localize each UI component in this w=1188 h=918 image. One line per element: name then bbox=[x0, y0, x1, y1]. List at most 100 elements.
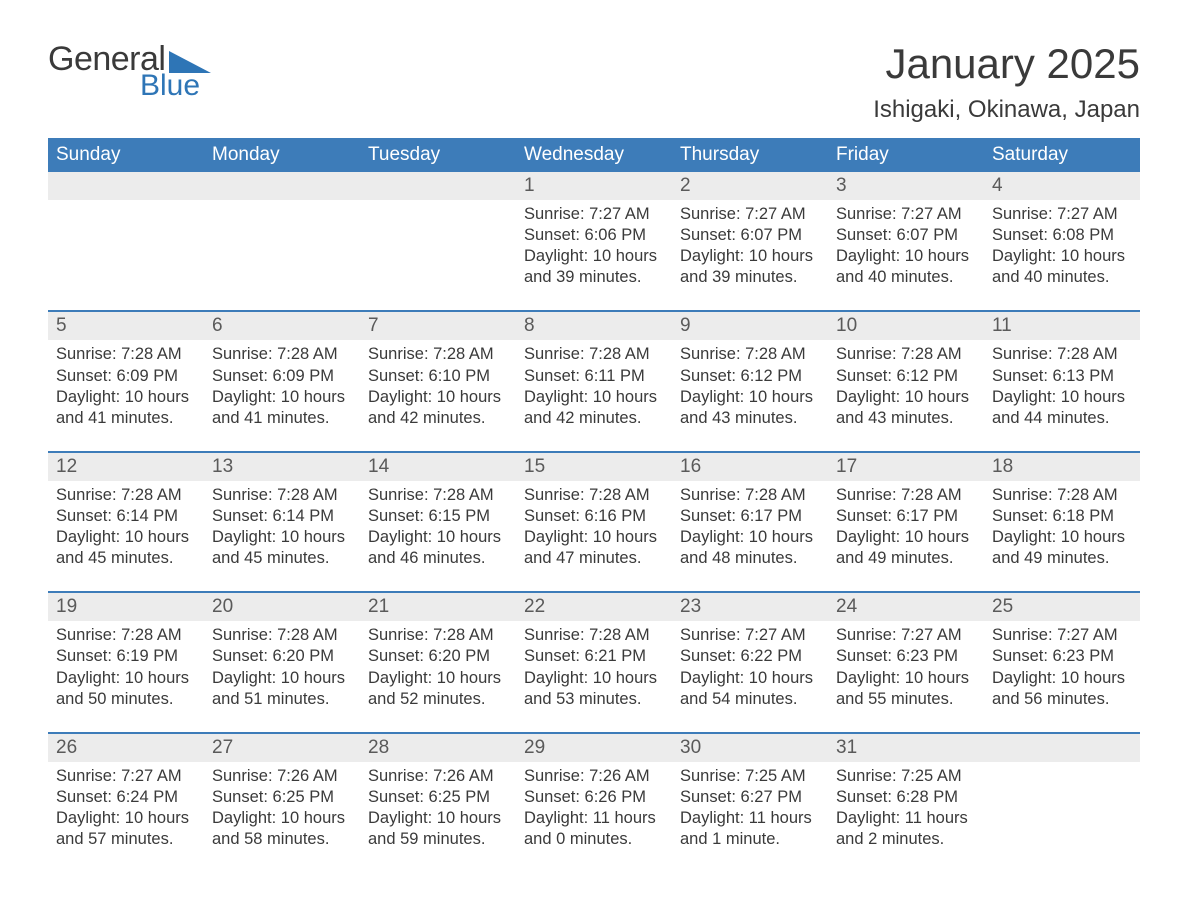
sunset-text: Sunset: 6:26 PM bbox=[524, 787, 664, 808]
daylight-text: Daylight: 10 hours and 41 minutes. bbox=[56, 387, 196, 429]
day-number: 12 bbox=[48, 453, 204, 481]
day-number: 15 bbox=[516, 453, 672, 481]
day-number: 16 bbox=[672, 453, 828, 481]
sunrise-text: Sunrise: 7:28 AM bbox=[212, 344, 352, 365]
logo: General Blue bbox=[48, 40, 211, 103]
daylight-text: Daylight: 10 hours and 59 minutes. bbox=[368, 808, 508, 850]
week: 19202122232425Sunrise: 7:28 AMSunset: 6:… bbox=[48, 591, 1140, 731]
daylight-text: Daylight: 10 hours and 47 minutes. bbox=[524, 527, 664, 569]
daylight-text: Daylight: 11 hours and 2 minutes. bbox=[836, 808, 976, 850]
sunset-text: Sunset: 6:25 PM bbox=[212, 787, 352, 808]
day-cell: Sunrise: 7:28 AMSunset: 6:15 PMDaylight:… bbox=[360, 481, 516, 569]
week: 262728293031Sunrise: 7:27 AMSunset: 6:24… bbox=[48, 732, 1140, 872]
daynum-row: 19202122232425 bbox=[48, 591, 1140, 621]
body-row: Sunrise: 7:28 AMSunset: 6:19 PMDaylight:… bbox=[48, 621, 1140, 731]
day-number bbox=[984, 734, 1140, 762]
day-number: 28 bbox=[360, 734, 516, 762]
day-cell: Sunrise: 7:28 AMSunset: 6:12 PMDaylight:… bbox=[672, 340, 828, 428]
sunset-text: Sunset: 6:25 PM bbox=[368, 787, 508, 808]
daylight-text: Daylight: 10 hours and 45 minutes. bbox=[212, 527, 352, 569]
sunset-text: Sunset: 6:27 PM bbox=[680, 787, 820, 808]
logo-text-blue: Blue bbox=[140, 69, 211, 103]
day-cell: Sunrise: 7:27 AMSunset: 6:23 PMDaylight:… bbox=[828, 621, 984, 709]
sunset-text: Sunset: 6:06 PM bbox=[524, 225, 664, 246]
day-header: Thursday bbox=[672, 138, 828, 172]
day-number: 27 bbox=[204, 734, 360, 762]
daylight-text: Daylight: 10 hours and 44 minutes. bbox=[992, 387, 1132, 429]
sunset-text: Sunset: 6:12 PM bbox=[836, 366, 976, 387]
day-header: Tuesday bbox=[360, 138, 516, 172]
day-cell: Sunrise: 7:25 AMSunset: 6:27 PMDaylight:… bbox=[672, 762, 828, 850]
sunset-text: Sunset: 6:09 PM bbox=[212, 366, 352, 387]
day-cell: Sunrise: 7:28 AMSunset: 6:19 PMDaylight:… bbox=[48, 621, 204, 709]
day-number bbox=[204, 172, 360, 200]
day-number: 10 bbox=[828, 312, 984, 340]
sunrise-text: Sunrise: 7:28 AM bbox=[368, 344, 508, 365]
day-cell: Sunrise: 7:28 AMSunset: 6:14 PMDaylight:… bbox=[48, 481, 204, 569]
day-header: Monday bbox=[204, 138, 360, 172]
day-number: 8 bbox=[516, 312, 672, 340]
daylight-text: Daylight: 10 hours and 46 minutes. bbox=[368, 527, 508, 569]
sunrise-text: Sunrise: 7:27 AM bbox=[680, 204, 820, 225]
daylight-text: Daylight: 11 hours and 1 minute. bbox=[680, 808, 820, 850]
sunrise-text: Sunrise: 7:28 AM bbox=[524, 485, 664, 506]
daylight-text: Daylight: 11 hours and 0 minutes. bbox=[524, 808, 664, 850]
day-header: Saturday bbox=[984, 138, 1140, 172]
sunrise-text: Sunrise: 7:27 AM bbox=[836, 625, 976, 646]
day-cell: Sunrise: 7:28 AMSunset: 6:16 PMDaylight:… bbox=[516, 481, 672, 569]
day-cell: Sunrise: 7:27 AMSunset: 6:07 PMDaylight:… bbox=[672, 200, 828, 288]
day-number: 20 bbox=[204, 593, 360, 621]
sunset-text: Sunset: 6:15 PM bbox=[368, 506, 508, 527]
daylight-text: Daylight: 10 hours and 57 minutes. bbox=[56, 808, 196, 850]
topbar: General Blue January 2025 Ishigaki, Okin… bbox=[48, 40, 1140, 124]
day-number: 2 bbox=[672, 172, 828, 200]
body-row: Sunrise: 7:27 AMSunset: 6:24 PMDaylight:… bbox=[48, 762, 1140, 872]
day-number: 13 bbox=[204, 453, 360, 481]
day-cell: Sunrise: 7:28 AMSunset: 6:11 PMDaylight:… bbox=[516, 340, 672, 428]
sunset-text: Sunset: 6:23 PM bbox=[836, 646, 976, 667]
day-cell: Sunrise: 7:28 AMSunset: 6:09 PMDaylight:… bbox=[48, 340, 204, 428]
daynum-row: 567891011 bbox=[48, 310, 1140, 340]
sunrise-text: Sunrise: 7:27 AM bbox=[836, 204, 976, 225]
day-number: 31 bbox=[828, 734, 984, 762]
day-number: 21 bbox=[360, 593, 516, 621]
daylight-text: Daylight: 10 hours and 49 minutes. bbox=[836, 527, 976, 569]
daylight-text: Daylight: 10 hours and 39 minutes. bbox=[680, 246, 820, 288]
day-number: 1 bbox=[516, 172, 672, 200]
month-title: January 2025 bbox=[873, 40, 1140, 88]
sunrise-text: Sunrise: 7:28 AM bbox=[836, 344, 976, 365]
daylight-text: Daylight: 10 hours and 49 minutes. bbox=[992, 527, 1132, 569]
sunset-text: Sunset: 6:07 PM bbox=[836, 225, 976, 246]
sunrise-text: Sunrise: 7:28 AM bbox=[680, 344, 820, 365]
daylight-text: Daylight: 10 hours and 51 minutes. bbox=[212, 668, 352, 710]
day-cell: Sunrise: 7:28 AMSunset: 6:10 PMDaylight:… bbox=[360, 340, 516, 428]
sunset-text: Sunset: 6:20 PM bbox=[368, 646, 508, 667]
sunrise-text: Sunrise: 7:25 AM bbox=[836, 766, 976, 787]
sunrise-text: Sunrise: 7:28 AM bbox=[368, 485, 508, 506]
sunset-text: Sunset: 6:17 PM bbox=[680, 506, 820, 527]
week: 1234Sunrise: 7:27 AMSunset: 6:06 PMDayli… bbox=[48, 172, 1140, 310]
day-number: 22 bbox=[516, 593, 672, 621]
daylight-text: Daylight: 10 hours and 52 minutes. bbox=[368, 668, 508, 710]
sunrise-text: Sunrise: 7:27 AM bbox=[524, 204, 664, 225]
day-number: 5 bbox=[48, 312, 204, 340]
day-cell: Sunrise: 7:28 AMSunset: 6:20 PMDaylight:… bbox=[204, 621, 360, 709]
day-header: Wednesday bbox=[516, 138, 672, 172]
sunrise-text: Sunrise: 7:26 AM bbox=[212, 766, 352, 787]
daylight-text: Daylight: 10 hours and 39 minutes. bbox=[524, 246, 664, 288]
sunrise-text: Sunrise: 7:27 AM bbox=[56, 766, 196, 787]
sunrise-text: Sunrise: 7:28 AM bbox=[680, 485, 820, 506]
day-cell: Sunrise: 7:27 AMSunset: 6:07 PMDaylight:… bbox=[828, 200, 984, 288]
week: 567891011Sunrise: 7:28 AMSunset: 6:09 PM… bbox=[48, 310, 1140, 450]
daylight-text: Daylight: 10 hours and 56 minutes. bbox=[992, 668, 1132, 710]
body-row: Sunrise: 7:28 AMSunset: 6:09 PMDaylight:… bbox=[48, 340, 1140, 450]
week: 12131415161718Sunrise: 7:28 AMSunset: 6:… bbox=[48, 451, 1140, 591]
sunset-text: Sunset: 6:13 PM bbox=[992, 366, 1132, 387]
sunset-text: Sunset: 6:09 PM bbox=[56, 366, 196, 387]
daylight-text: Daylight: 10 hours and 58 minutes. bbox=[212, 808, 352, 850]
sunset-text: Sunset: 6:08 PM bbox=[992, 225, 1132, 246]
day-number: 4 bbox=[984, 172, 1140, 200]
day-cell: Sunrise: 7:25 AMSunset: 6:28 PMDaylight:… bbox=[828, 762, 984, 850]
sunset-text: Sunset: 6:23 PM bbox=[992, 646, 1132, 667]
day-cell: Sunrise: 7:28 AMSunset: 6:09 PMDaylight:… bbox=[204, 340, 360, 428]
